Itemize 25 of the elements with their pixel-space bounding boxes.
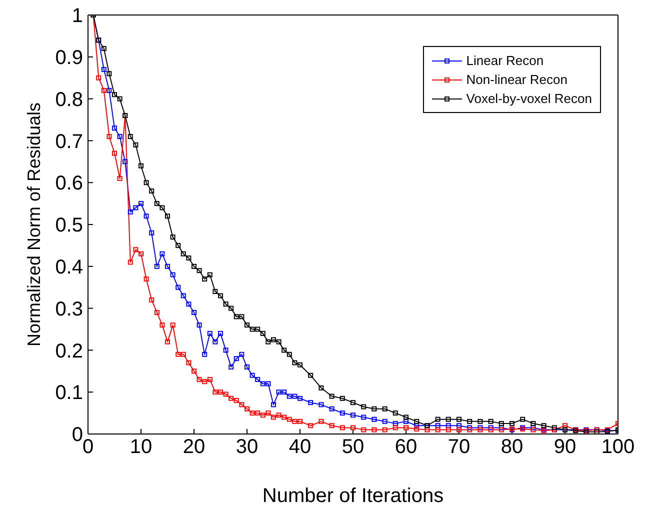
x-tick-label: 40: [288, 436, 312, 458]
x-tick-label: 20: [182, 436, 206, 458]
x-tick-label: 70: [448, 436, 470, 458]
y-tick-label: 0.9: [55, 47, 83, 69]
x-tick-label: 80: [500, 436, 524, 458]
y-tick-label: 0.6: [55, 172, 83, 195]
x-tick-label: 50: [342, 436, 364, 458]
y-tick-label: 0.1: [55, 382, 83, 404]
legend-label: Voxel-by-voxel Recon: [466, 91, 592, 106]
x-tick-label: 10: [130, 436, 152, 458]
y-tick-label: 0.5: [55, 214, 83, 237]
y-axis-title: Normalized Norm of Residuals: [24, 102, 44, 347]
y-tick-label: 1: [72, 5, 83, 28]
y-tick-label: 0.3: [55, 298, 83, 320]
y-tick-label: 0.8: [55, 88, 83, 111]
x-tick-label: 90: [554, 436, 576, 458]
legend-label: Non-linear Recon: [466, 72, 568, 87]
x-tick-label: 100: [601, 436, 635, 458]
x-tick-label: 60: [394, 436, 418, 458]
x-axis-title: Number of Iterations: [262, 485, 444, 507]
legend-label: Linear Recon: [466, 53, 544, 68]
x-tick-label: 30: [236, 436, 258, 458]
y-tick-label: 0.7: [55, 130, 83, 153]
y-tick-label: 0.2: [55, 340, 83, 362]
y-tick-label: 0.4: [55, 256, 83, 278]
